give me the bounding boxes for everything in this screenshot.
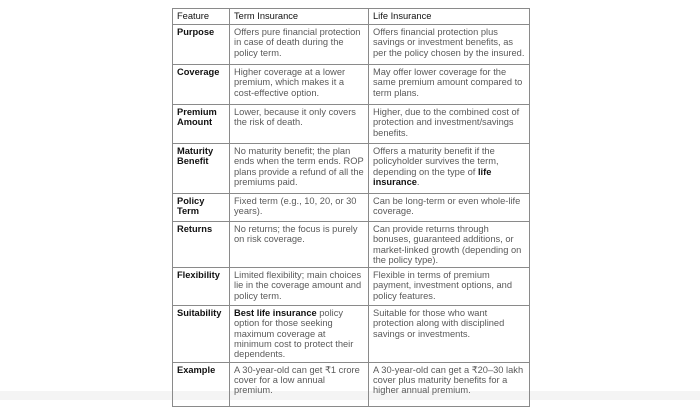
life-cell: Higher, due to the combined cost of prot… (368, 104, 530, 144)
life-cell: Offers a maturity benefit if the policyh… (368, 143, 530, 194)
term-cell: No maturity benefit; the plan ends when … (229, 143, 369, 194)
term-cell: A 30-year-old can get ₹1 crore cover for… (229, 361, 369, 407)
table-row: Maturity Benefit No maturity benefit; th… (172, 143, 530, 194)
table-row: Flexibility Limited flexibility; main ch… (172, 267, 530, 307)
term-text: policy option for those seeking maximum … (234, 308, 354, 360)
feature-cell: Coverage (172, 64, 230, 105)
feature-cell: Maturity Benefit (172, 143, 230, 194)
feature-cell: Premium Amount (172, 104, 230, 144)
term-cell: Higher coverage at a lower premium, whic… (229, 64, 369, 105)
term-cell: Best life insurance policy option for th… (229, 305, 369, 363)
table-row: Suitability Best life insurance policy o… (172, 305, 530, 363)
feature-cell: Purpose (172, 24, 230, 65)
feature-cell: Flexibility (172, 267, 230, 307)
term-cell: No returns; the focus is purely on risk … (229, 220, 369, 269)
life-cell: Flexible in terms of premium payment, in… (368, 267, 530, 307)
feature-cell: Policy Term (172, 193, 230, 222)
table-row: Premium Amount Lower, because it only co… (172, 104, 530, 144)
header-life-insurance: Life Insurance (368, 8, 530, 25)
term-cell: Offers pure financial protection in case… (229, 24, 369, 65)
table-row: Policy Term Fixed term (e.g., 10, 20, or… (172, 193, 530, 222)
term-cell: Fixed term (e.g., 10, 20, or 30 years). (229, 193, 369, 222)
table-header-row: Feature Term Insurance Life Insurance (172, 8, 530, 25)
life-text: Offers a maturity benefit if the policyh… (373, 146, 499, 177)
life-insurance-link[interactable]: life insurance (373, 166, 492, 187)
life-cell: A 30-year-old can get a ₹20–30 lakh cove… (368, 361, 530, 407)
header-term-insurance: Term Insurance (229, 8, 369, 25)
feature-cell: Returns (172, 220, 230, 269)
term-cell: Limited flexibility; main choices lie in… (229, 267, 369, 307)
life-cell: May offer lower coverage for the same pr… (368, 64, 530, 105)
table-row: Purpose Offers pure financial protection… (172, 24, 530, 65)
life-cell: Can be long-term or even whole-life cove… (368, 193, 530, 222)
life-cell: Offers financial protection plus savings… (368, 24, 530, 65)
table-row: Returns No returns; the focus is purely … (172, 220, 530, 269)
life-cell: Suitable for those who want protection a… (368, 305, 530, 363)
term-cell: Lower, because it only covers the risk o… (229, 104, 369, 144)
table-row: Coverage Higher coverage at a lower prem… (172, 64, 530, 105)
table-row: Example A 30-year-old can get ₹1 crore c… (172, 361, 530, 407)
feature-cell: Suitability (172, 305, 230, 363)
header-feature: Feature (172, 8, 230, 25)
life-text-end: . (416, 176, 420, 187)
life-cell: Can provide returns through bonuses, gua… (368, 220, 530, 269)
best-life-insurance-link[interactable]: Best life insurance (234, 308, 317, 319)
comparison-table: Feature Term Insurance Life Insurance Pu… (172, 8, 530, 407)
